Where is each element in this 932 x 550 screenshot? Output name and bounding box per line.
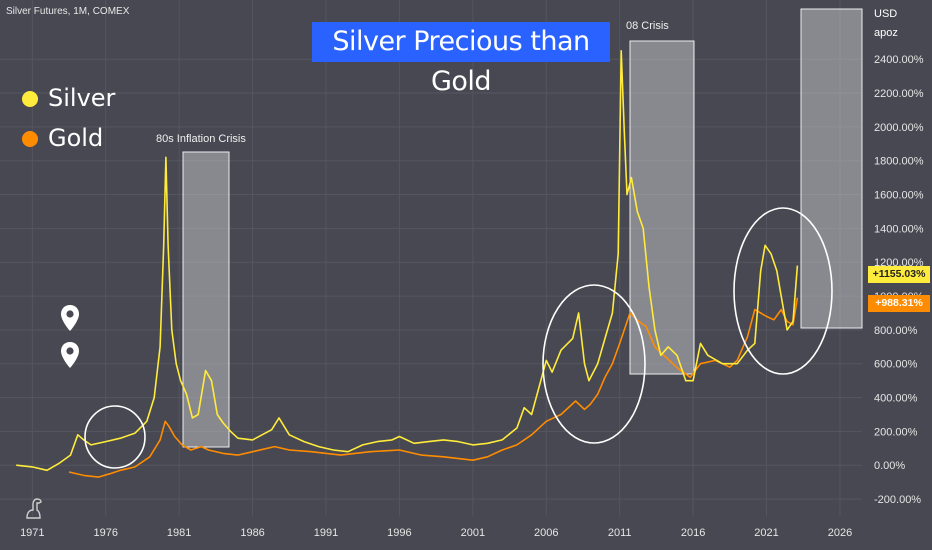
gold-series-line [68,297,799,478]
y-tick-label: -200.00% [874,494,921,506]
y-tick-label: 2400.00% [874,54,924,66]
x-tick-label: 1986 [240,527,264,539]
x-axis: 1971 1976 1981 1986 1991 1996 2001 2006 2011 2016… [20,527,852,539]
y-tick-label: 1600.00% [874,190,924,202]
y-tick-label: 400.00% [874,393,918,405]
y-tick-label: 2200.00% [874,88,924,100]
legend-silver: Silver [22,84,115,112]
x-tick-label: 2026 [828,527,852,539]
y-tick-label: 800.00% [874,325,918,337]
axis-unit-mode[interactable]: apoz [874,27,898,39]
y-tick-label: 1400.00% [874,223,924,235]
map-pin-icon[interactable] [60,304,80,332]
y-tick-label: 600.00% [874,359,918,371]
legend-gold-label: Gold [48,124,104,152]
axis-unit-usd[interactable]: USD [874,8,898,20]
y-tick-label: 1800.00% [874,156,924,168]
x-tick-label: 1971 [20,527,44,539]
y-tick-label: 2000.00% [874,122,924,134]
x-tick-label: 1991 [314,527,338,539]
circle-2021 [733,207,833,375]
inflation-crisis-box [182,151,230,448]
highlight-circles [84,207,833,469]
x-tick-label: 2011 [608,527,632,539]
circle-2007 [542,284,646,444]
silver-price-badge: +1155.03% [868,266,930,283]
y-tick-label: 0.00% [874,460,905,472]
silver-series-line [16,50,799,472]
legend-gold: Gold [22,124,103,152]
tradingview-logo-icon[interactable] [24,496,46,520]
legend-silver-label: Silver [48,84,116,112]
y-tick-label: 200.00% [874,426,918,438]
x-tick-label: 2021 [754,527,778,539]
gold-price-badge: +988.31% [868,295,930,312]
gold-dot-icon [22,131,38,147]
x-tick-label: 1981 [167,527,191,539]
series-lines [16,50,799,478]
crisis-08-box [629,40,695,375]
map-pin-icon[interactable] [60,341,80,369]
annotation-inflation: 80s Inflation Crisis [156,133,246,145]
annotation-08-crisis: 08 Crisis [626,20,669,32]
x-tick-label: 2006 [534,527,558,539]
chart-title: Silver Precious than Gold [312,22,610,97]
x-tick-label: 1976 [93,527,117,539]
x-tick-label: 1996 [387,527,411,539]
silver-dot-icon [22,91,38,107]
symbol-header: Silver Futures, 1M, COMEX [6,6,130,17]
circle-1974 [84,405,146,469]
x-tick-label: 2016 [681,527,705,539]
x-tick-label: 2001 [461,527,485,539]
